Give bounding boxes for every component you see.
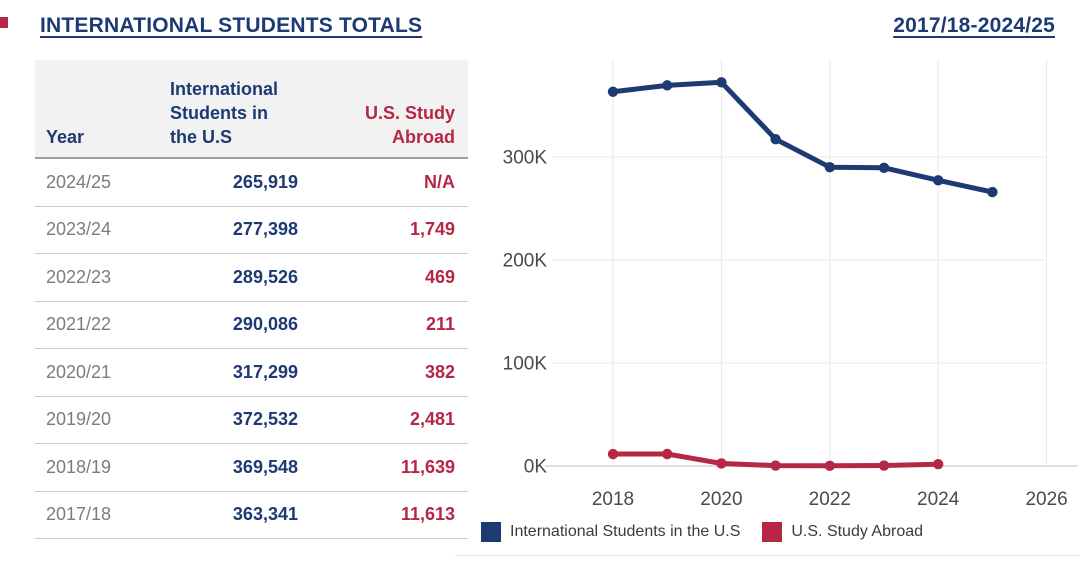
study-abroad-point (607, 448, 619, 460)
intl-students-cell: 290,086 (232, 314, 298, 335)
y-tick-label: 300K (503, 148, 548, 169)
x-tick-label: 2020 (700, 489, 742, 510)
red-corner-mark (0, 17, 8, 28)
intl-students-cell: 265,919 (232, 171, 298, 192)
study-abroad-point (933, 458, 944, 470)
x-tick-label: 2018 (592, 489, 634, 510)
table-title: INTERNATIONAL STUDENTS TOTALS (40, 14, 423, 37)
year-cell: 2017/18 (46, 504, 112, 525)
study-abroad-point (716, 458, 727, 469)
year-cell: 2018/19 (46, 456, 112, 477)
bottom-divider (455, 555, 1080, 556)
intl-students-cell: 369,548 (232, 456, 298, 477)
legend-swatch-crimson (762, 522, 783, 542)
study-abroad-cell: 1,749 (409, 219, 455, 240)
intl-students-cell: 289,526 (232, 266, 298, 287)
table-row: 2023/24 277,398 1,749 (35, 207, 468, 254)
legend-swatch-navy (481, 522, 501, 542)
intl-students-cell: 372,532 (232, 409, 298, 430)
intl-students-line (610, 79, 995, 195)
table-header-row: Year International Students in the U.S U… (35, 60, 468, 159)
table-row: 2019/20 372,532 2,481 (35, 397, 468, 444)
intl-students-point (878, 162, 890, 173)
study-abroad-cell: N/A (424, 171, 455, 192)
study-abroad-cell: 469 (424, 266, 455, 287)
table-body: 2024/25 265,919 N/A 2023/24 277,398 1,749 2022… (35, 159, 468, 539)
table-row: 2017/18 363,341 11,613 (35, 492, 468, 539)
table-row: 2022/23 289,526 469 (35, 254, 468, 302)
legend-label-study-abroad: U.S. Study Abroad (791, 523, 924, 540)
intl-students-point (824, 162, 835, 173)
study-abroad-cell: 211 (425, 314, 455, 335)
intl-students-point (770, 133, 781, 145)
study-abroad-cell: 11,613 (400, 504, 455, 525)
year-cell: 2019/20 (46, 409, 112, 430)
year-cell: 2020/21 (46, 361, 112, 382)
year-cell: 2022/23 (46, 266, 112, 287)
column-header-intl-students: International Students in the U.S (170, 79, 279, 147)
year-cell: 2021/22 (46, 314, 112, 335)
year-cell: 2023/24 (46, 219, 112, 240)
y-tick-label: 100K (503, 354, 548, 375)
x-tick-label: 2022 (809, 489, 851, 510)
x-tick-label: 2026 (1025, 489, 1067, 510)
study-abroad-cell: 11,639 (400, 456, 455, 477)
intl-students-cell: 363,341 (232, 504, 298, 525)
table-row: 2018/19 369,548 11,639 (35, 444, 468, 492)
study-abroad-cell: 2,481 (409, 409, 455, 430)
y-tick-label: 0K (524, 457, 548, 478)
intl-students-point (607, 86, 619, 97)
chart-title: 2017/18-2024/25 (893, 14, 1055, 37)
study-abroad-point (770, 460, 781, 471)
table-row: 2020/21 317,299 382 (35, 349, 468, 397)
legend-item-study-abroad[interactable]: U.S. Study Abroad (762, 522, 923, 542)
intl-students-cell: 277,398 (232, 219, 298, 240)
intl-students-point (933, 175, 944, 186)
column-header-study-abroad: U.S. Study Abroad (364, 103, 455, 147)
study-abroad-point (662, 448, 673, 460)
legend-item-intl-students[interactable]: International Students in the U.S (481, 522, 740, 542)
students-table: Year International Students in the U.S U… (35, 60, 468, 539)
table-row: 2021/22 290,086 211 (35, 302, 468, 349)
chart-legend: International Students in the U.S U.S. S… (481, 518, 923, 546)
intl-students-cell: 317,299 (232, 361, 298, 382)
intl-students-point (662, 80, 673, 91)
intl-students-point (716, 77, 727, 88)
study-abroad-point (824, 460, 835, 471)
column-header-year: Year (46, 127, 85, 147)
year-cell: 2024/25 (46, 171, 112, 192)
study-abroad-cell: 382 (424, 361, 455, 382)
legend-label-intl-students: International Students in the U.S (510, 523, 741, 540)
x-tick-label: 2024 (917, 489, 960, 510)
table-row: 2024/25 265,919 N/A (35, 159, 468, 207)
y-tick-label: 200K (503, 251, 548, 272)
intl-students-point (987, 186, 998, 198)
study-abroad-point (878, 460, 890, 471)
